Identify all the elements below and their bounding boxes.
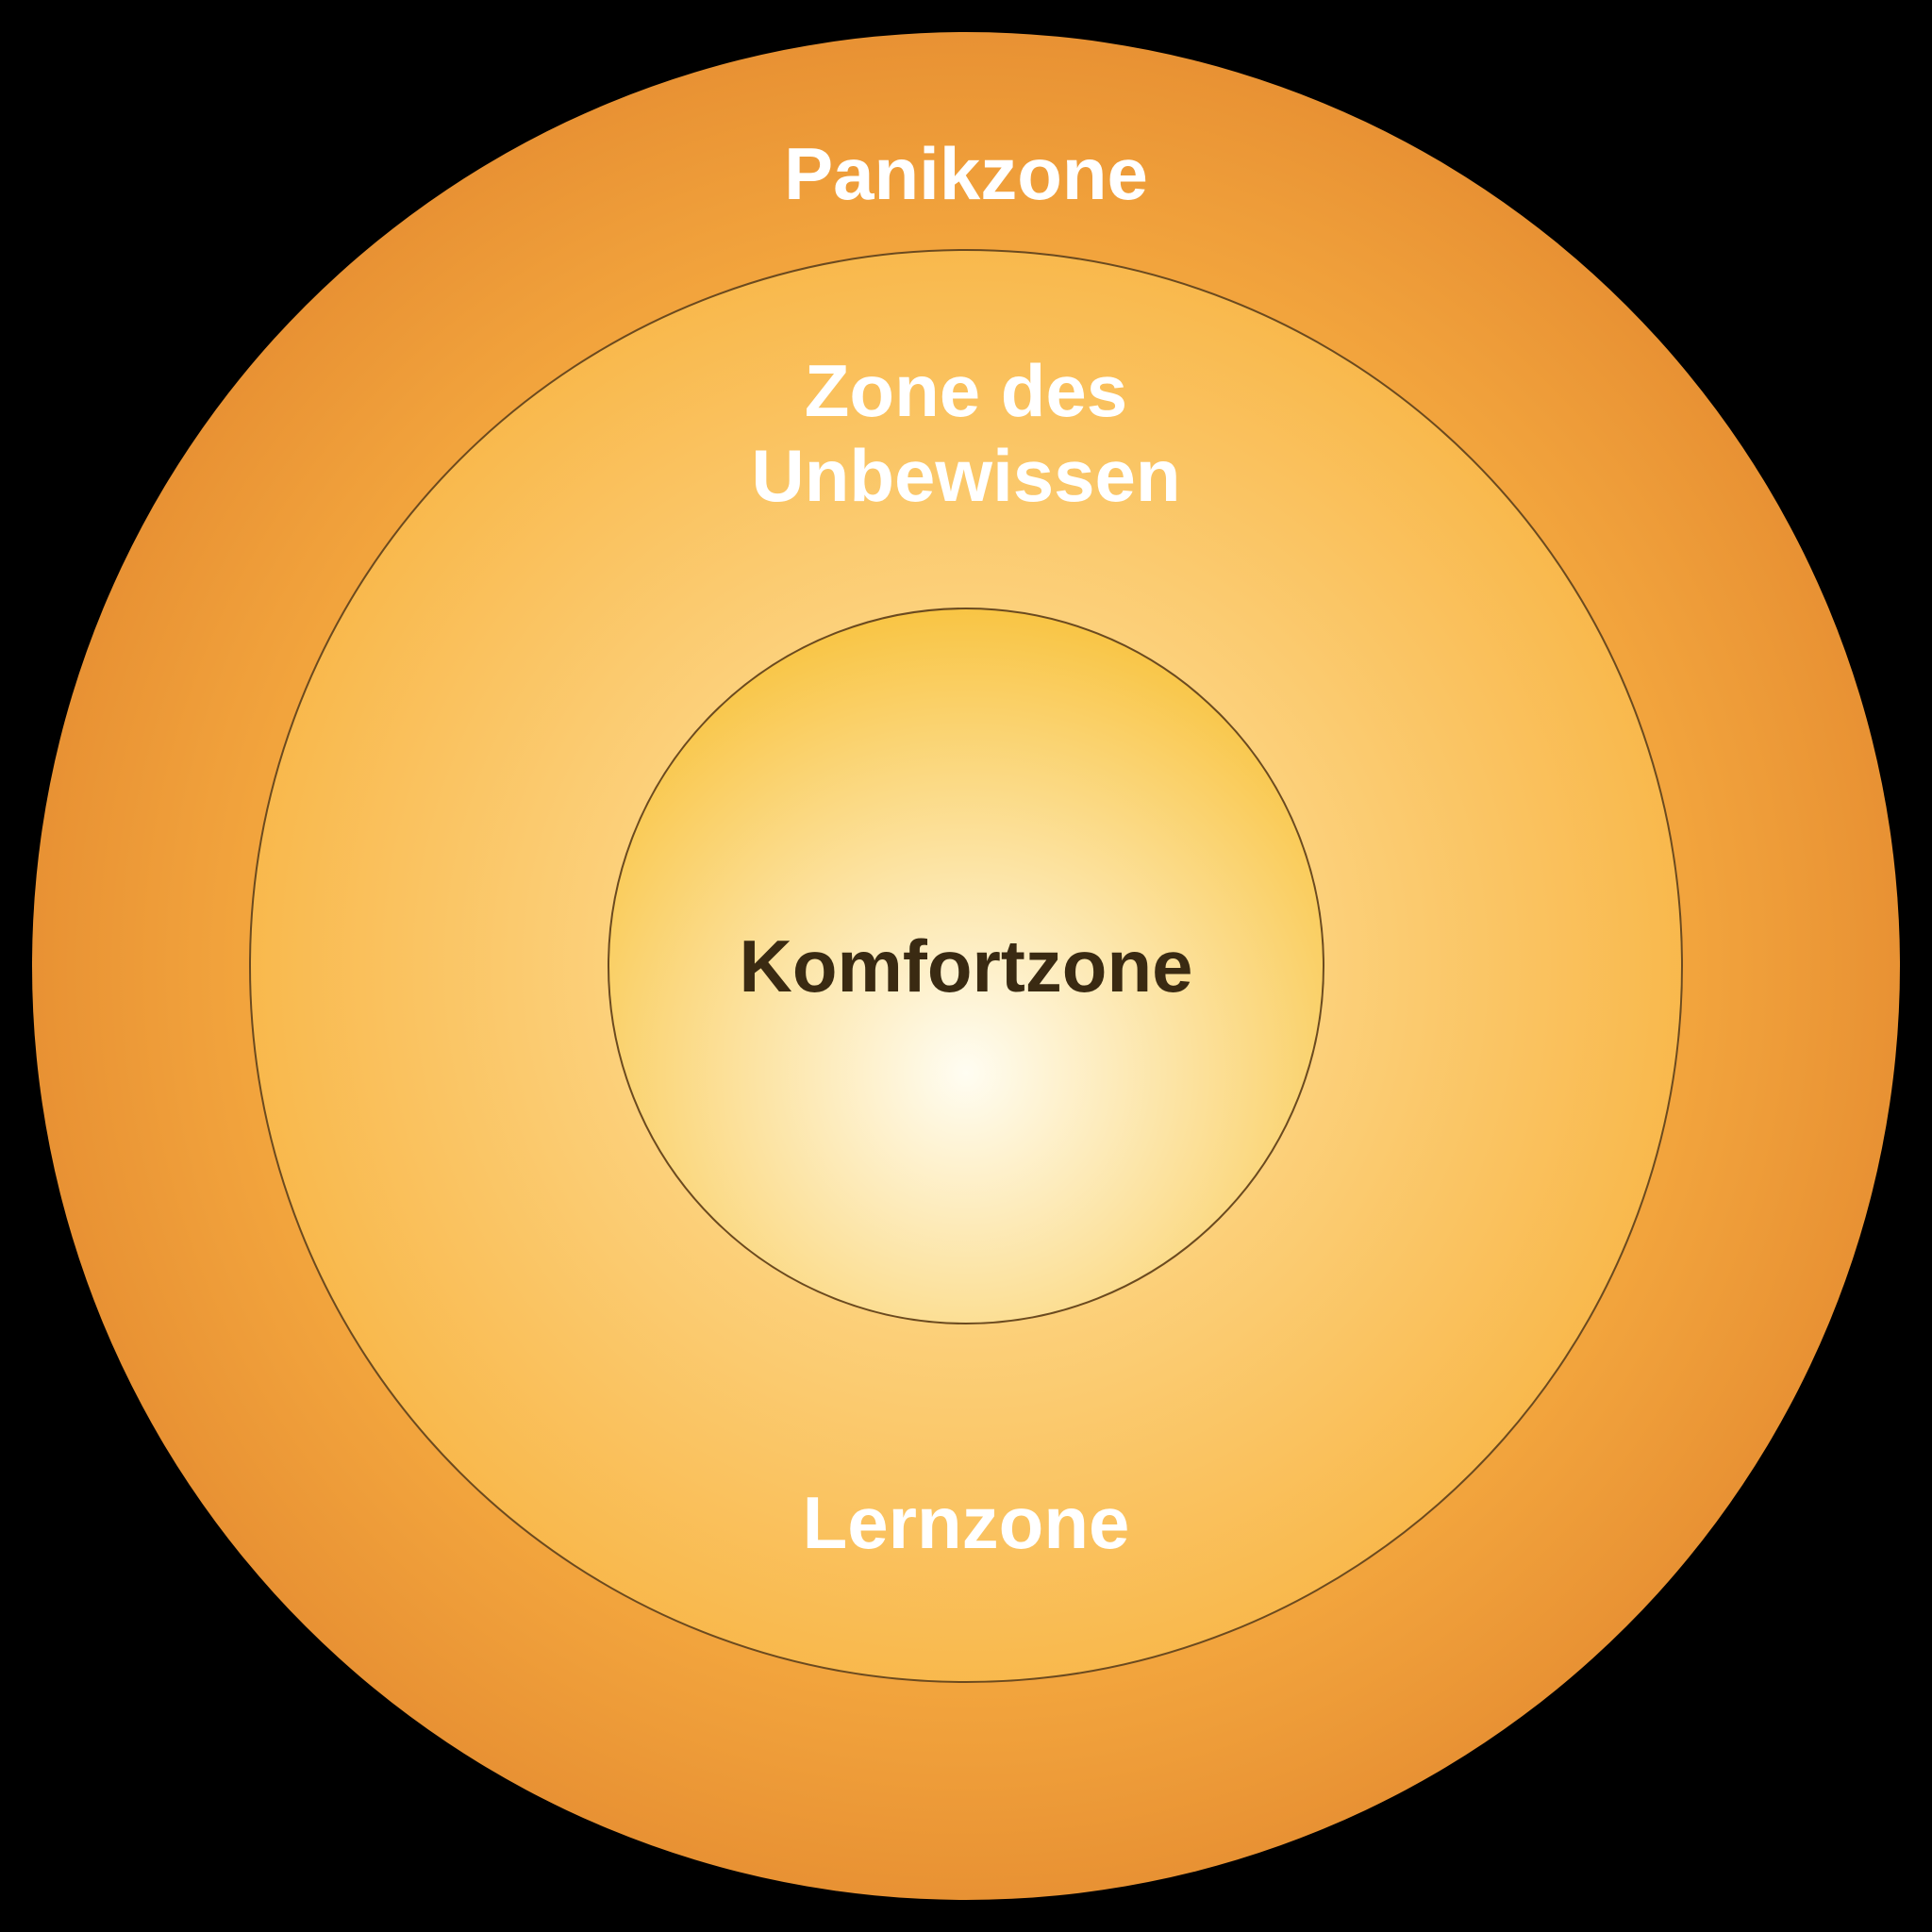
zone-inner-label: Komfortzone [740, 924, 1193, 1009]
comfort-zone-diagram: Panikzone Zone des Unbewissen Lernzone K… [0, 0, 1932, 1932]
zone-middle-label-top: Zone des Unbewissen [751, 349, 1180, 518]
zone-outer-label: Panikzone [784, 132, 1148, 217]
zone-middle-label-bottom: Lernzone [803, 1481, 1130, 1566]
